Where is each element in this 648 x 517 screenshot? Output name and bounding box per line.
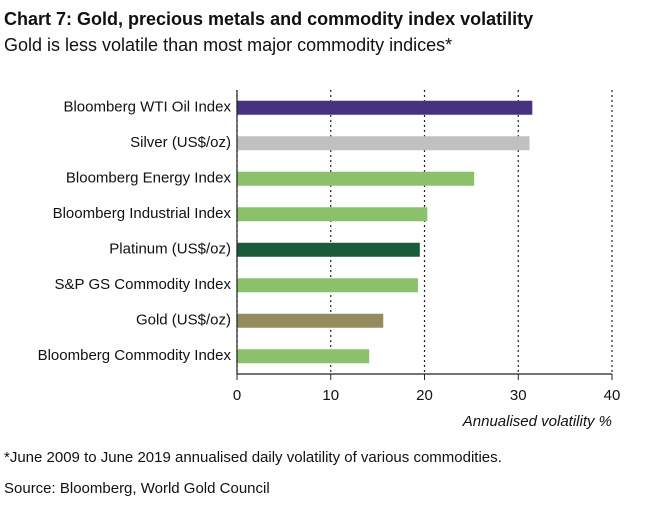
y-tick-label: Silver (US$/oz) (130, 134, 231, 151)
y-tick-label: Platinum (US$/oz) (109, 241, 231, 258)
bar (237, 171, 475, 186)
bar (237, 313, 384, 328)
y-tick-label: Bloomberg Industrial Index (53, 205, 232, 222)
y-tick-label: Bloomberg Energy Index (66, 170, 232, 187)
chart-title: Chart 7: Gold, precious metals and commo… (4, 9, 533, 29)
x-tick-label: 0 (233, 387, 241, 404)
bar (237, 100, 533, 115)
bar (237, 207, 428, 222)
bar (237, 242, 420, 257)
footnote: *June 2009 to June 2019 annualised daily… (4, 449, 502, 466)
chart-subtitle: Gold is less volatile than most major co… (4, 35, 452, 55)
y-tick-label: Gold (US$/oz) (136, 312, 231, 329)
source: Source: Bloomberg, World Gold Council (4, 480, 270, 497)
x-tick-label: 40 (604, 387, 621, 404)
x-tick-label: 30 (510, 387, 527, 404)
bar (237, 278, 418, 293)
y-tick-label: S&P GS Commodity Index (55, 276, 232, 293)
x-axis-label: Annualised volatility % (462, 413, 612, 430)
x-tick-label: 10 (322, 387, 339, 404)
y-tick-label: Bloomberg Commodity Index (38, 347, 232, 364)
y-tick-label: Bloomberg WTI Oil Index (63, 99, 231, 116)
bar (237, 349, 370, 364)
bar (237, 136, 530, 151)
x-tick-label: 20 (416, 387, 433, 404)
